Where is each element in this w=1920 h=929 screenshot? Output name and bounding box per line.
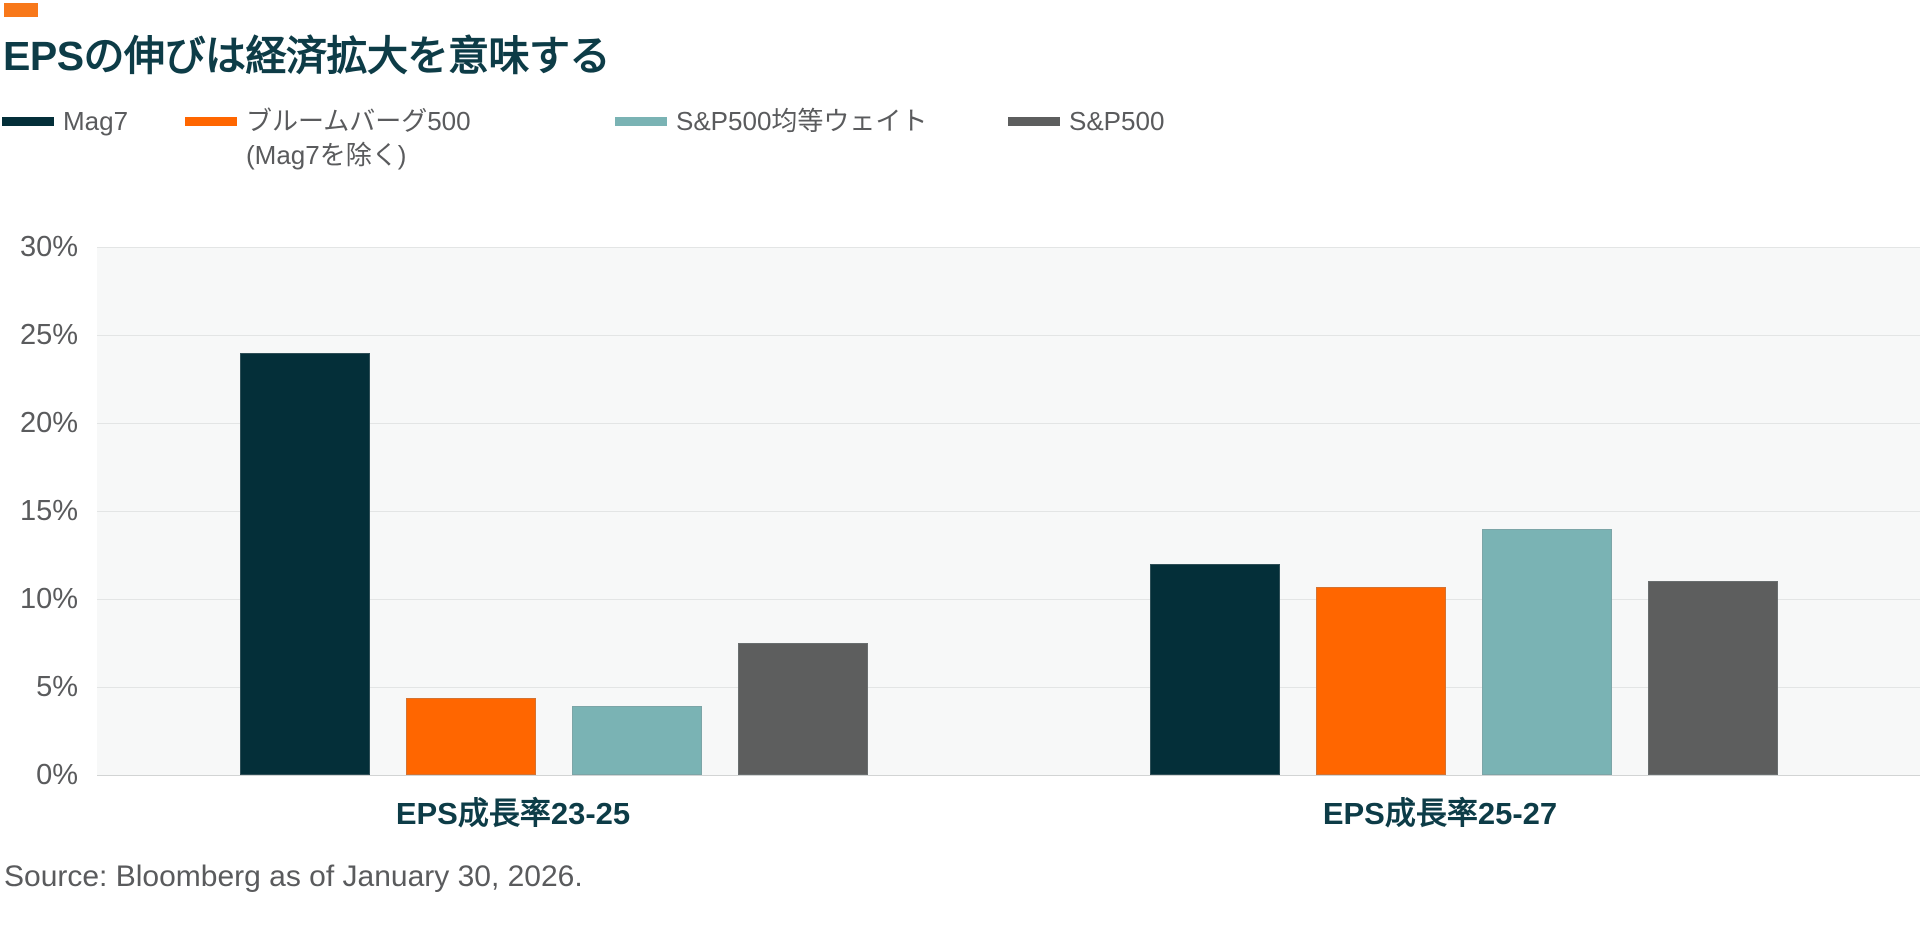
page-title: EPSの伸びは経済拡大を意味する (3, 33, 611, 79)
legend-label-line1: S&P500均等ウェイト (676, 106, 928, 136)
legend-swatch-sp500 (1008, 117, 1060, 126)
y-tick-label-10%: 10% (19, 583, 78, 615)
legend-item-bloomberg500: ブルームバーグ500 (Mag7を除く) (185, 104, 471, 172)
bar-group1-series4 (738, 643, 868, 775)
gridline-10% (97, 599, 1920, 600)
legend-label-line1: Mag7 (63, 106, 129, 136)
gridline-20% (97, 423, 1920, 424)
legend-swatch-mag7 (2, 117, 54, 126)
bar-group2-series3 (1482, 528, 1612, 775)
y-tick-label-30%: 30% (19, 231, 78, 263)
legend-label-line1: ブルームバーグ500 (246, 106, 471, 136)
bar-group1-series2 (406, 697, 536, 775)
legend-label-line1: S&P500 (1069, 106, 1165, 136)
category-label-1: EPS成長率23-25 (395, 796, 631, 831)
gridline-30% (97, 247, 1920, 248)
legend-label-sp500-equal-weight: S&P500均等ウェイト (676, 104, 927, 138)
legend-label-mag7: Mag7 (63, 104, 128, 138)
category-label-2: EPS成長率25-27 (1322, 796, 1558, 831)
bar-group2-series1 (1150, 563, 1280, 775)
bar-group2-series4 (1648, 581, 1778, 775)
bar-group2-series2 (1316, 586, 1446, 775)
y-tick-label-20%: 20% (19, 407, 78, 439)
bar-group1-series3 (572, 706, 702, 775)
legend-label-bloomberg500: ブルームバーグ500 (Mag7を除く) (246, 104, 471, 172)
y-tick-label-25%: 25% (19, 319, 78, 351)
legend-swatch-bloomberg500 (185, 117, 237, 126)
y-tick-label-0%: 0% (36, 759, 78, 791)
gridline-25% (97, 335, 1920, 336)
legend-item-sp500-equal-weight: S&P500均等ウェイト (615, 104, 927, 138)
gridline-5% (97, 687, 1920, 688)
x-axis-category-labels: EPS成長率23-25 EPS成長率25-27 (97, 788, 1920, 838)
brand-mark (4, 3, 38, 17)
y-tick-label-15%: 15% (19, 495, 78, 527)
legend-item-mag7: Mag7 (2, 104, 128, 138)
legend-label-line2: (Mag7を除く) (246, 140, 407, 170)
legend-item-sp500: S&P500 (1008, 104, 1164, 138)
gridline-15% (97, 511, 1920, 512)
y-tick-label-5%: 5% (36, 671, 78, 703)
legend-label-sp500: S&P500 (1069, 104, 1164, 138)
gridline-0% (97, 775, 1920, 776)
legend: Mag7 ブルームバーグ500 (Mag7を除く) S&P500均等ウェイト S… (0, 104, 1920, 170)
plot-area (97, 247, 1920, 776)
y-axis: 30% 25% 20% 15% 10% 5% 0% (0, 0, 78, 929)
legend-swatch-sp500-equal-weight (615, 117, 667, 126)
bar-group1-series1 (240, 352, 370, 775)
source-note: Source: Bloomberg as of January 30, 2026… (4, 860, 583, 893)
